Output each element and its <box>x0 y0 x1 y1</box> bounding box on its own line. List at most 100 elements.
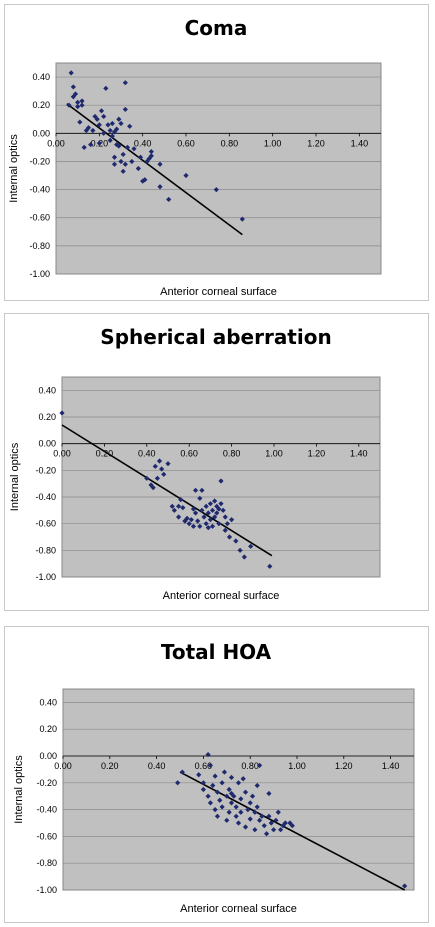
data-point <box>235 820 242 826</box>
data-point <box>239 216 245 222</box>
y-tick-label: -0.60 <box>35 519 56 529</box>
data-point <box>159 466 165 472</box>
data-point <box>175 780 181 786</box>
y-tick-label: 0.00 <box>38 439 56 449</box>
data-point <box>256 762 263 768</box>
x-tick-label: 0.80 <box>221 138 239 148</box>
data-point <box>107 137 113 143</box>
data-point <box>103 85 109 91</box>
data-point <box>105 122 111 128</box>
data-point <box>75 99 81 105</box>
data-point <box>118 158 124 165</box>
y-tick-label: -0.60 <box>29 213 50 223</box>
plot-area <box>55 62 382 275</box>
y-tick-label: -0.20 <box>29 156 50 166</box>
data-point <box>238 796 244 802</box>
x-tick-label: 1.00 <box>264 138 282 148</box>
x-tick-label: 0.80 <box>241 761 259 771</box>
x-tick-label: 0.40 <box>134 138 152 148</box>
data-point <box>96 122 102 128</box>
data-point <box>176 514 182 520</box>
data-point <box>233 538 239 544</box>
data-point <box>402 883 408 889</box>
data-point <box>116 143 122 149</box>
data-point <box>205 793 211 799</box>
data-point <box>275 809 281 815</box>
data-point <box>228 774 235 781</box>
data-point <box>111 161 118 167</box>
data-point <box>201 514 207 520</box>
x-tick-label: 1.40 <box>351 138 369 148</box>
spherical-aberration-chart-panel: Spherical aberration 0.40 0.20 0.00 -0.20 -0.… <box>4 313 429 611</box>
spherical-aberration-chart: Spherical aberration 0.40 0.20 0.00 -0.20 -0.… <box>9 325 381 602</box>
data-point <box>196 772 202 778</box>
coma-chart-panel: Coma 0.40 0.20 0.00 -0.20 -0.40 -0.60 -0.80 -1.0… <box>4 4 429 301</box>
data-point <box>70 84 76 90</box>
data-point <box>111 129 118 135</box>
y-tick-label: 0.00 <box>32 128 50 138</box>
data-point <box>114 126 120 132</box>
chart-title: Total HOA <box>161 640 272 664</box>
data-point <box>122 80 128 86</box>
x-axis-label: Anterior corneal surface <box>160 286 277 298</box>
y-tick-label: -0.80 <box>29 241 50 251</box>
plot-area <box>61 376 381 578</box>
x-tick-label: 1.40 <box>350 449 368 459</box>
data-point <box>200 780 206 786</box>
x-tick-label: 1.20 <box>308 449 326 459</box>
data-point <box>142 177 148 183</box>
data-point <box>129 158 135 165</box>
data-point <box>241 554 247 560</box>
data-point <box>242 789 249 795</box>
data-point <box>214 813 221 819</box>
y-tick-label: 0.40 <box>38 385 56 395</box>
x-axis-label: Anterior corneal surface <box>163 590 280 602</box>
data-point <box>214 510 220 516</box>
data-point <box>94 116 100 122</box>
data-point <box>135 165 141 172</box>
data-point <box>200 786 206 793</box>
data-point <box>59 410 65 416</box>
data-point <box>124 144 131 150</box>
y-tick-label: -0.20 <box>36 778 57 788</box>
data-point <box>118 120 124 127</box>
data-point <box>90 127 96 134</box>
y-tick-label: 0.00 <box>39 751 57 761</box>
data-point <box>116 116 122 122</box>
x-tick-label: 0.60 <box>180 449 198 459</box>
data-point <box>214 789 221 795</box>
data-point <box>77 119 83 125</box>
y-tick-label: -0.40 <box>35 492 56 502</box>
data-point <box>235 780 242 786</box>
data-point <box>231 793 237 799</box>
data-point <box>289 823 295 829</box>
x-tick-label: 0.80 <box>223 449 241 459</box>
data-point <box>85 125 92 131</box>
x-tick-label: 0.20 <box>96 449 114 459</box>
data-point <box>68 70 74 76</box>
y-axis-label: Internal optics <box>9 442 21 511</box>
data-point <box>122 161 128 167</box>
y-tick-label: -0.40 <box>29 185 50 195</box>
data-point <box>212 514 218 520</box>
y-tick-label: 0.20 <box>38 412 56 422</box>
y-tick-label: -0.40 <box>36 805 57 815</box>
data-point <box>101 113 107 120</box>
data-point <box>192 510 199 516</box>
data-point <box>218 478 224 484</box>
data-point <box>249 793 256 799</box>
data-point <box>282 820 288 826</box>
y-tick-label: -0.80 <box>35 545 56 555</box>
data-point <box>182 518 188 524</box>
x-tick-label: 1.00 <box>288 761 306 771</box>
data-point <box>216 506 222 512</box>
data-point <box>79 102 85 108</box>
data-point <box>212 498 218 504</box>
data-point <box>190 506 197 512</box>
trend-line <box>66 103 243 236</box>
data-point <box>219 780 225 786</box>
data-point <box>226 534 233 540</box>
x-tick-label: 0.00 <box>54 761 72 771</box>
data-point <box>278 827 284 833</box>
data-point <box>122 106 128 113</box>
